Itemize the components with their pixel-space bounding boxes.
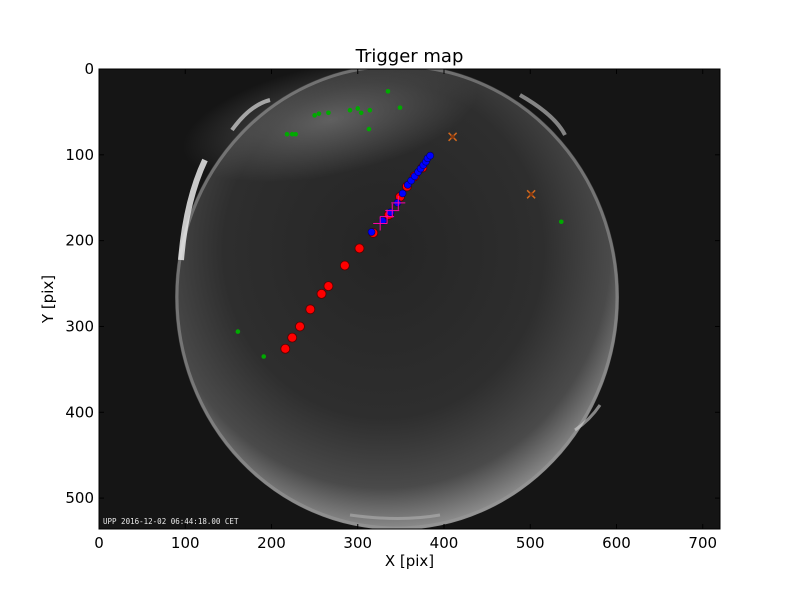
red-detection-point xyxy=(339,260,350,271)
red-detection-point xyxy=(280,343,291,354)
x-tick-label: 200 xyxy=(257,534,286,552)
red-detection-point xyxy=(354,243,365,254)
green-star-point xyxy=(385,89,391,94)
green-star-point xyxy=(397,105,403,110)
chart-title: Trigger map xyxy=(355,46,464,67)
red-detection-point xyxy=(295,321,305,332)
orange-x-marker xyxy=(526,189,536,199)
y-tick-label: 300 xyxy=(65,317,94,335)
blue-detection-point xyxy=(378,217,387,225)
green-star-point xyxy=(284,131,290,137)
red-detection-point xyxy=(323,281,334,292)
magenta-cross-marker xyxy=(373,216,388,231)
green-star-point xyxy=(326,110,331,116)
magenta-cross-marker xyxy=(385,203,400,218)
green-star-point xyxy=(367,107,373,113)
blue-detection-point xyxy=(426,151,435,160)
x-tick-label: 600 xyxy=(602,534,631,552)
red-detection-point xyxy=(287,332,298,343)
data-marks xyxy=(235,89,564,359)
red-detection-point xyxy=(316,288,327,299)
y-tick-label: 0 xyxy=(84,60,94,78)
y-tick-label: 500 xyxy=(65,489,94,507)
orange-x-marker xyxy=(448,132,458,142)
red-detection-point xyxy=(305,304,316,315)
y-axis-label: Y [pix] xyxy=(39,275,57,324)
green-star-point xyxy=(559,219,564,225)
blue-detection-point xyxy=(367,228,376,236)
green-star-point xyxy=(355,106,361,111)
magenta-cross-marker xyxy=(391,195,406,210)
blue-detection-point xyxy=(386,208,395,217)
green-star-point xyxy=(261,354,267,359)
axis-ticks: 0 100 200 300 400 500 600 700 0 100 200 300 400 500 xyxy=(65,60,720,552)
y-tick-label: 100 xyxy=(65,146,94,164)
green-star-point xyxy=(316,111,322,116)
green-star-point xyxy=(347,107,353,113)
x-tick-label: 0 xyxy=(94,534,104,552)
all-sky-image xyxy=(99,69,720,529)
x-tick-label: 400 xyxy=(430,534,459,552)
green-star-point xyxy=(358,110,364,116)
green-star-point xyxy=(235,329,241,334)
x-tick-label: 300 xyxy=(343,534,372,552)
green-star-point xyxy=(289,131,295,137)
plot-frame xyxy=(98,68,721,530)
green-star-point xyxy=(366,126,372,132)
green-star-point xyxy=(293,131,298,137)
x-tick-label: 700 xyxy=(688,534,717,552)
x-tick-label: 500 xyxy=(516,534,545,552)
magenta-cross-marker xyxy=(380,209,395,224)
y-tick-label: 400 xyxy=(65,403,94,421)
image-timestamp: UPP 2016-12-02 06:44:18.00 CET xyxy=(103,517,239,526)
x-axis-label: X [pix] xyxy=(385,552,434,570)
blue-detection-point xyxy=(398,189,407,198)
x-tick-label: 100 xyxy=(171,534,200,552)
y-tick-label: 200 xyxy=(65,232,94,250)
green-star-point xyxy=(312,113,317,118)
